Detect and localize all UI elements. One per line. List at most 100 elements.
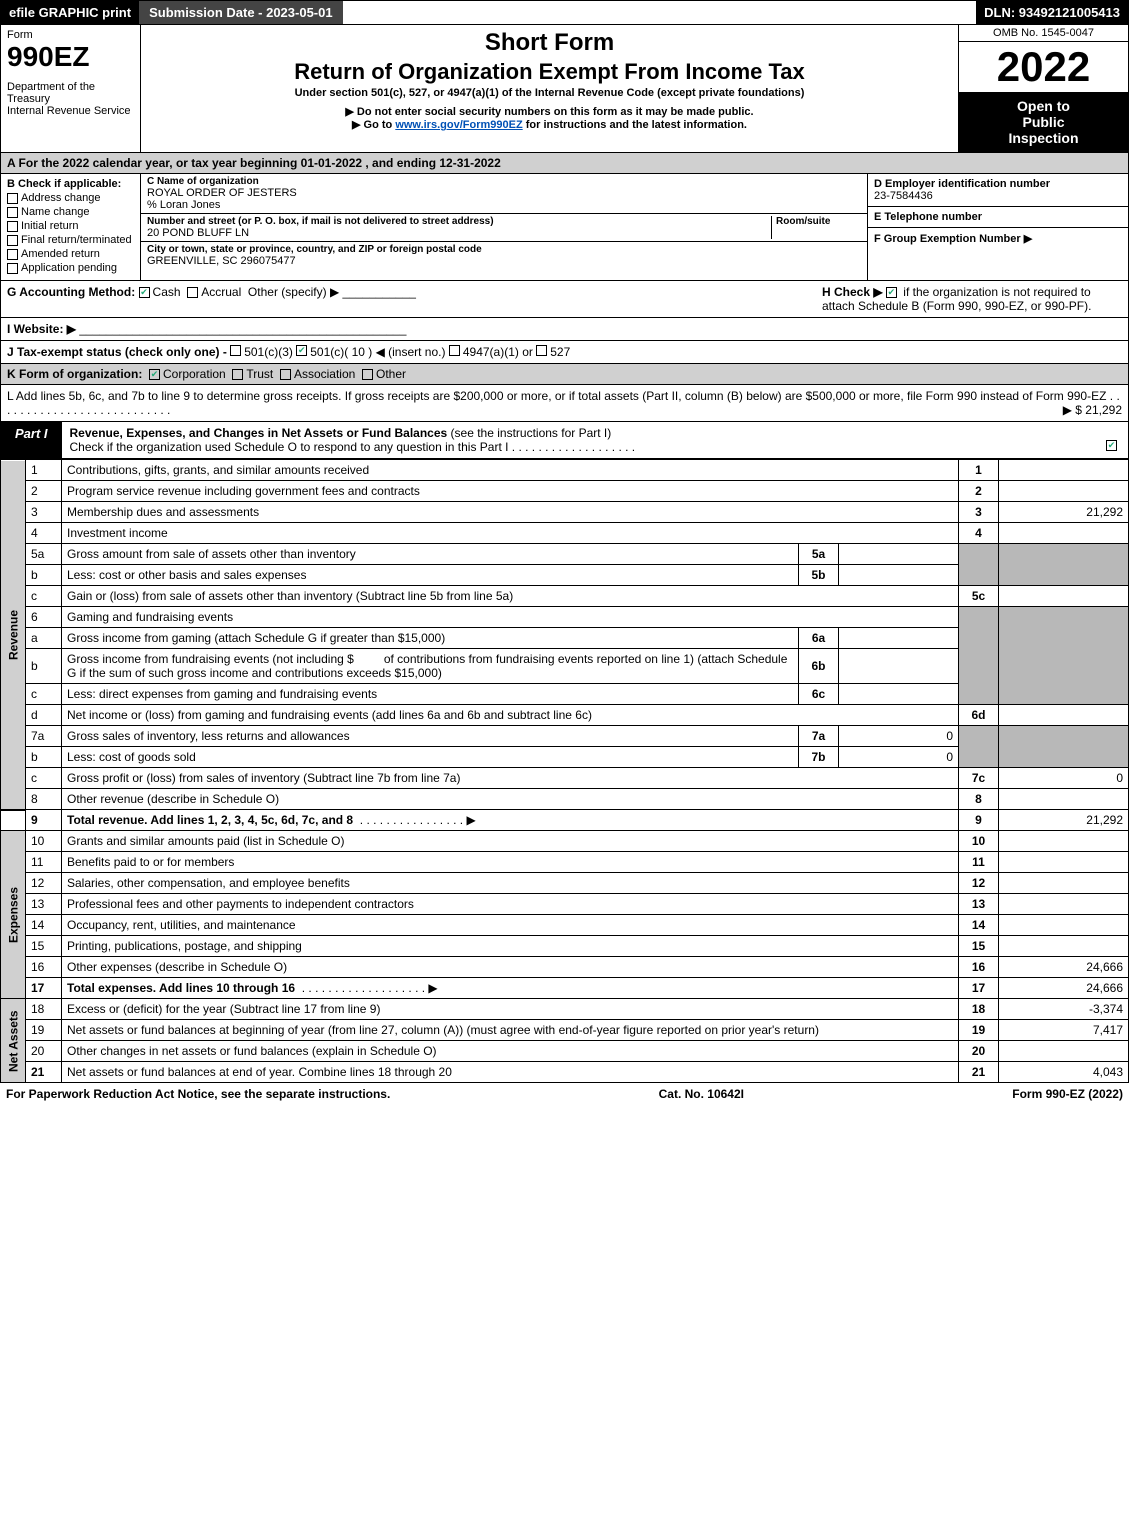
ln-7c-r: 7c xyxy=(959,768,999,789)
ln-6-desc: Gaming and fundraising events xyxy=(62,607,959,628)
chk-initial[interactable] xyxy=(7,221,18,232)
chk-trust[interactable] xyxy=(232,369,243,380)
ln-5a-sub: 5a xyxy=(799,544,839,565)
ln-6-shade xyxy=(959,607,999,705)
open-line1: Open to xyxy=(963,98,1124,114)
chk-501c3[interactable] xyxy=(230,345,241,356)
ln-19-num: 19 xyxy=(26,1020,62,1041)
ln-1-r: 1 xyxy=(959,460,999,481)
ln-21-amt: 4,043 xyxy=(999,1062,1129,1083)
opt-final: Final return/terminated xyxy=(21,234,132,246)
ln-17-amt: 24,666 xyxy=(999,978,1129,999)
ln-9-num: 9 xyxy=(26,810,62,831)
opt-pending: Application pending xyxy=(21,262,117,274)
ln-5c-r: 5c xyxy=(959,586,999,607)
street-label: Number and street (or P. O. box, if mail… xyxy=(147,216,771,227)
ln-7a-num: 7a xyxy=(26,726,62,747)
ln-6a-val xyxy=(839,628,959,649)
form-word: Form xyxy=(7,29,134,41)
ln-9-amt: 21,292 xyxy=(999,810,1129,831)
ln-7b-desc: Less: cost of goods sold xyxy=(62,747,799,768)
ln-5c-amt xyxy=(999,586,1129,607)
ln-2-r: 2 xyxy=(959,481,999,502)
chk-name[interactable] xyxy=(7,207,18,218)
ln-7a-val: 0 xyxy=(839,726,959,747)
opt-501c: 501(c)( 10 ) ◀ (insert no.) xyxy=(310,345,445,359)
ln-7a-desc: Gross sales of inventory, less returns a… xyxy=(62,726,799,747)
ln-12-num: 12 xyxy=(26,873,62,894)
chk-assoc[interactable] xyxy=(280,369,291,380)
chk-h[interactable] xyxy=(886,287,897,298)
chk-pending[interactable] xyxy=(7,263,18,274)
chk-527[interactable] xyxy=(536,345,547,356)
header-left: Form 990EZ Department of the Treasury In… xyxy=(1,25,141,152)
ln-20-num: 20 xyxy=(26,1041,62,1062)
chk-corp[interactable] xyxy=(149,369,160,380)
footer-left: For Paperwork Reduction Act Notice, see … xyxy=(6,1087,390,1101)
ln-7-shade xyxy=(959,726,999,768)
chk-schedule-o[interactable] xyxy=(1106,440,1117,451)
ln-10-desc: Grants and similar amounts paid (list in… xyxy=(62,831,959,852)
ln-9-desc: Total revenue. Add lines 1, 2, 3, 4, 5c,… xyxy=(62,810,959,831)
ln-7-shade-amt xyxy=(999,726,1129,768)
l-text: L Add lines 5b, 6c, and 7b to line 9 to … xyxy=(7,389,1106,403)
title-short: Short Form xyxy=(149,29,950,57)
ln-14-amt xyxy=(999,915,1129,936)
ln-8-num: 8 xyxy=(26,789,62,810)
row-k: K Form of organization: Corporation Trus… xyxy=(0,364,1129,385)
row-g-h: G Accounting Method: Cash Accrual Other … xyxy=(0,281,1129,318)
ln-15-desc: Printing, publications, postage, and shi… xyxy=(62,936,959,957)
care-of: % Loran Jones xyxy=(147,199,861,211)
ln-16-num: 16 xyxy=(26,957,62,978)
chk-other-org[interactable] xyxy=(362,369,373,380)
open-to-public: Open to Public Inspection xyxy=(959,92,1128,152)
part1-header: Part I Revenue, Expenses, and Changes in… xyxy=(0,422,1129,459)
chk-4947[interactable] xyxy=(449,345,460,356)
col-b-title: B Check if applicable: xyxy=(7,178,121,190)
ln-14-num: 14 xyxy=(26,915,62,936)
chk-accrual[interactable] xyxy=(187,287,198,298)
chk-501c[interactable] xyxy=(296,345,307,356)
irs-label: Internal Revenue Service xyxy=(7,105,134,117)
info-grid: B Check if applicable: Address change Na… xyxy=(0,174,1129,281)
ln-1-amt xyxy=(999,460,1129,481)
street: 20 POND BLUFF LN xyxy=(147,227,771,239)
ln-6d-desc: Net income or (loss) from gaming and fun… xyxy=(62,705,959,726)
subtitle: Under section 501(c), 527, or 4947(a)(1)… xyxy=(149,87,950,99)
chk-cash[interactable] xyxy=(139,287,150,298)
ln-11-amt xyxy=(999,852,1129,873)
opt-other-org: Other xyxy=(376,367,406,381)
i-label: I Website: ▶ xyxy=(7,322,76,336)
ln-6d-r: 6d xyxy=(959,705,999,726)
ln-17-desc: Total expenses. Add lines 10 through 16 … xyxy=(62,978,959,999)
form-header: Form 990EZ Department of the Treasury In… xyxy=(0,25,1129,153)
ln-13-num: 13 xyxy=(26,894,62,915)
irs-link[interactable]: www.irs.gov/Form990EZ xyxy=(395,119,522,131)
row-j: J Tax-exempt status (check only one) - 5… xyxy=(0,341,1129,364)
ln-3-num: 3 xyxy=(26,502,62,523)
tax-year: 2022 xyxy=(959,42,1128,92)
part1-tab: Part I xyxy=(1,422,62,458)
chk-amended[interactable] xyxy=(7,249,18,260)
ln-20-amt xyxy=(999,1041,1129,1062)
ln-6b-num: b xyxy=(26,649,62,684)
chk-address[interactable] xyxy=(7,193,18,204)
form-number: 990EZ xyxy=(7,41,134,73)
ln-17-r: 17 xyxy=(959,978,999,999)
ln-17-num: 17 xyxy=(26,978,62,999)
column-b: B Check if applicable: Address change Na… xyxy=(1,174,141,280)
ln-15-amt xyxy=(999,936,1129,957)
ln-3-r: 3 xyxy=(959,502,999,523)
ln-6-num: 6 xyxy=(26,607,62,628)
efile-label[interactable]: efile GRAPHIC print xyxy=(1,1,139,24)
ln-14-r: 14 xyxy=(959,915,999,936)
ln-18-r: 18 xyxy=(959,999,999,1020)
org-name: ROYAL ORDER OF JESTERS xyxy=(147,187,861,199)
ln-18-desc: Excess or (deficit) for the year (Subtra… xyxy=(62,999,959,1020)
ln-12-r: 12 xyxy=(959,873,999,894)
chk-final[interactable] xyxy=(7,235,18,246)
ln-13-amt xyxy=(999,894,1129,915)
ln-2-amt xyxy=(999,481,1129,502)
ln-19-amt: 7,417 xyxy=(999,1020,1129,1041)
title-main: Return of Organization Exempt From Incom… xyxy=(149,59,950,85)
